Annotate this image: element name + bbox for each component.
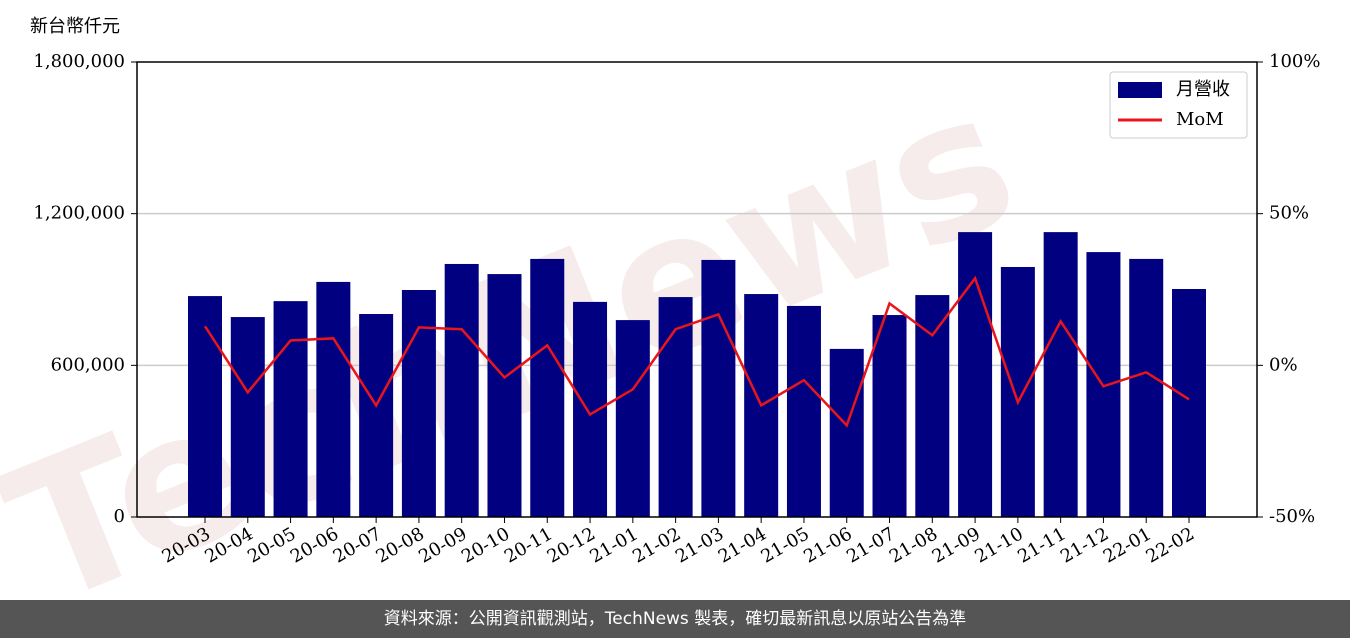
x-tick-label: 21-11 [1014,523,1069,567]
x-tick-label: 21-07 [843,523,898,567]
bar [615,320,650,517]
y-tick-label: 1,800,000 [33,51,125,72]
bar [829,348,864,517]
y-tick-label: 0 [114,506,125,527]
x-tick-label: 20-12 [544,523,599,567]
x-tick-label: 21-03 [672,523,727,567]
legend-label: 月營收 [1176,79,1230,100]
x-tick-label: 21-08 [886,523,941,567]
x-tick-label: 22-01 [1100,523,1155,567]
bar [872,315,907,517]
bar [273,301,308,517]
source-note: 資料來源：公開資訊觀測站，TechNews 製表，確切最新訊息以原站公告為準 [384,609,966,629]
x-tick-label: 21-01 [586,523,641,567]
y-tick-label: 1,200,000 [33,203,125,224]
bar [1000,267,1035,517]
bar [786,305,821,517]
bar [958,232,993,517]
legend-swatch [1118,82,1162,98]
y2-tick-label: 0% [1269,354,1298,375]
bar [230,317,265,517]
bar [915,295,950,517]
x-tick-label: 21-04 [715,523,770,567]
x-tick-label: 20-10 [458,523,513,567]
bar [316,281,351,517]
bar [658,297,693,517]
bar [444,263,479,517]
x-tick-label: 21-10 [971,523,1026,567]
bar [359,314,394,517]
bar [573,301,608,517]
x-tick-label: 20-11 [501,523,556,567]
mom-line [203,275,1190,428]
footer-bar [0,600,1350,638]
y2-tick-label: 100% [1269,51,1320,72]
bar [701,259,736,517]
x-tick-label: 21-02 [629,523,684,567]
bar [530,258,565,517]
plot-frame [136,61,1258,518]
bar [1172,288,1206,517]
x-tick-label: 22-02 [1143,523,1198,567]
y2-tick-label: -50% [1269,506,1315,527]
x-tick-label: 20-09 [415,523,470,567]
y2-tick-label: 50% [1269,203,1309,224]
y-axis-label: 新台幣仟元 [30,16,120,37]
bar [401,290,436,517]
x-tick-label: 20-08 [372,523,427,567]
x-tick-label: 21-12 [1057,523,1112,567]
bar [188,296,222,517]
bar [487,274,522,517]
x-tick-label: 21-06 [800,523,855,567]
legend-label: MoM [1176,109,1224,130]
y-tick-label: 600,000 [51,354,125,375]
bar [1043,232,1078,517]
x-tick-label: 21-05 [758,523,813,567]
x-tick-label: 21-09 [929,523,984,567]
bar [1129,258,1164,517]
